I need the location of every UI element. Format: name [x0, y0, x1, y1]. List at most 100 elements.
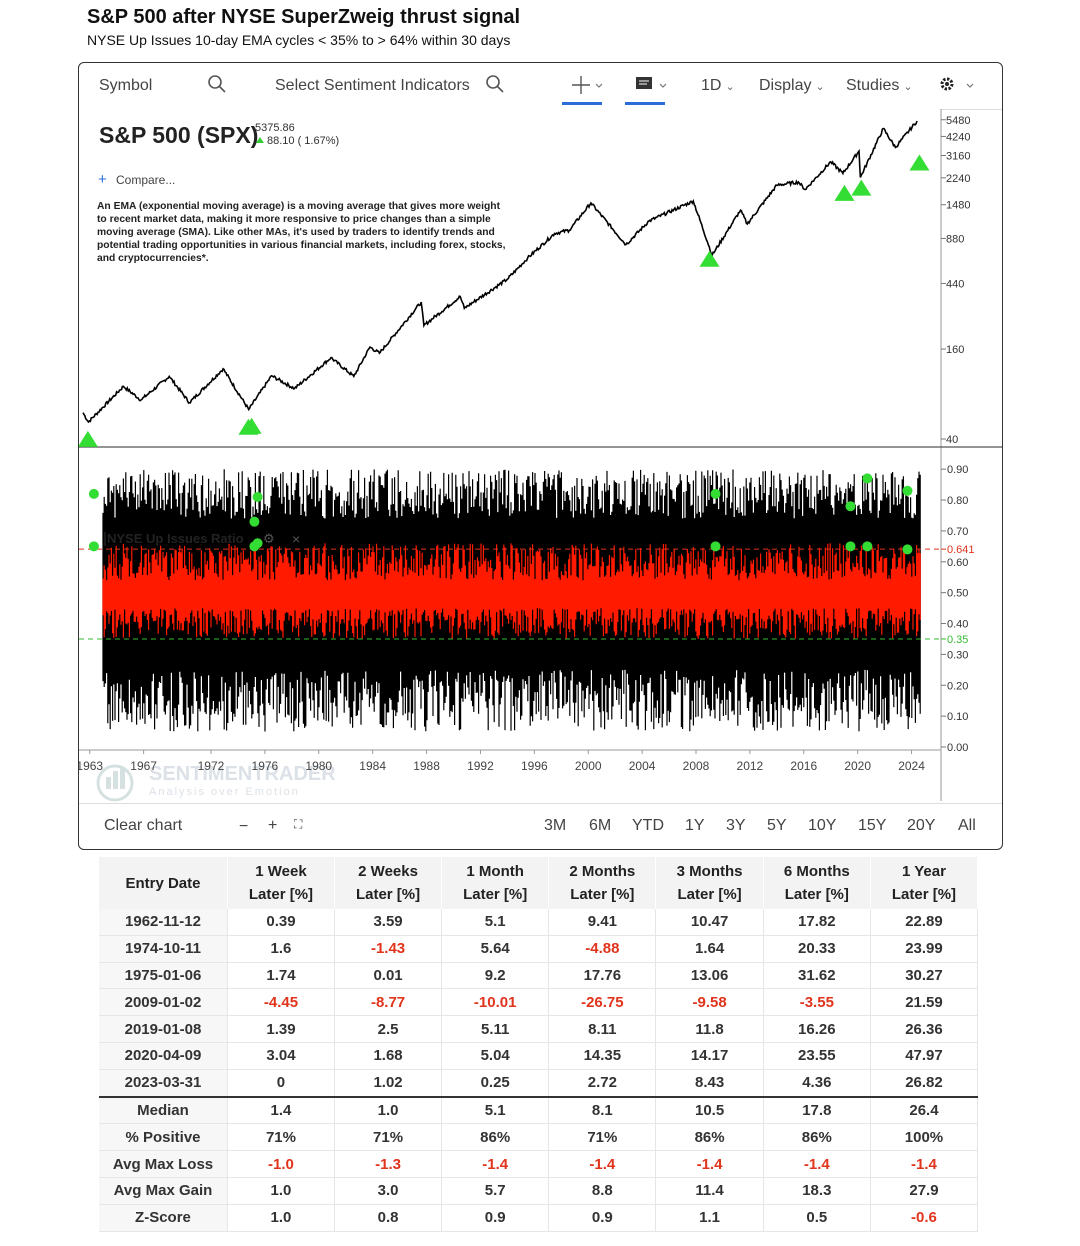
time-tick-label: 1976	[252, 759, 279, 773]
table-cell: 9.2	[441, 962, 550, 990]
chart-title: S&P 500 after NYSE SuperZweig thrust sig…	[87, 6, 521, 28]
crosshair-icon[interactable]	[571, 75, 605, 100]
row-label: 2020-04-09	[99, 1042, 228, 1070]
indicator-tick-label: 0.641	[947, 544, 975, 556]
range-button-3m[interactable]: 3M	[544, 817, 567, 834]
table-cell: -1.4	[655, 1150, 764, 1178]
indicator-tick-label: 0.00	[947, 742, 968, 754]
zoom-in-button[interactable]: +	[268, 817, 278, 834]
table-cell: 1.0	[227, 1204, 335, 1232]
range-button-all[interactable]: All	[958, 817, 976, 834]
indicator-ema-line	[102, 543, 921, 639]
time-axis: 1963 1967 1972 1976 1980 1984 1988 1992 1996 2000…	[79, 750, 925, 773]
indicator-tick-label: 0.10	[947, 711, 968, 723]
table-cell: 8.43	[655, 1069, 764, 1098]
table-cell: 26.4	[870, 1095, 979, 1125]
table-row: 2020-04-09 3.04 1.68 5.04 14.35 14.17 23.55 47.…	[99, 1042, 979, 1070]
range-button-3y[interactable]: 3Y	[726, 817, 746, 834]
signal-dot	[845, 541, 856, 552]
signal-dot	[252, 538, 263, 549]
table-cell: 86%	[763, 1123, 871, 1152]
table-row: 2009-01-02 -4.45 -8.77 -10.01 -26.75 -9.58 -3.…	[99, 988, 979, 1017]
display-dropdown[interactable]: Display ⌄	[759, 77, 825, 95]
signal-dot	[710, 488, 721, 499]
plus-icon[interactable]: +	[98, 171, 107, 188]
chevron-down-icon: ⌄	[725, 81, 735, 93]
chevron-down-icon: ⌄	[903, 81, 913, 93]
indicator-tick-label: 0.35	[947, 634, 968, 646]
signal-dot	[88, 488, 99, 499]
signal-dot	[902, 485, 913, 496]
table-cell: 23.55	[763, 1042, 871, 1070]
indicator-tick-label: 0.30	[947, 649, 968, 661]
column-header-line: Later [%]	[570, 886, 635, 903]
table-cell: 71%	[548, 1123, 657, 1152]
zoom-out-button[interactable]: −	[239, 818, 249, 835]
table-cell: 3.59	[334, 909, 443, 936]
row-label: 2023-03-31	[99, 1069, 228, 1098]
price-axis: 5480 4240 3160 2240 1480 880 440 160 40	[941, 115, 970, 446]
table-cell: 17.82	[763, 909, 871, 936]
price-change: 88.10 ( 1.67%)	[267, 135, 339, 147]
table-cell: -0.6	[870, 1204, 979, 1232]
range-button-ytd[interactable]: YTD	[632, 817, 664, 834]
results-table-body: 1962-11-12 0.39 3.59 5.1 9.41 10.47 17.82 22.89…	[99, 909, 979, 1232]
signal-triangle-icon	[909, 154, 930, 171]
column-header-line: 1 Year	[901, 863, 946, 880]
signal-dot	[88, 541, 99, 552]
column-header: 1 Year Later [%]	[870, 857, 979, 909]
signal-dot	[710, 541, 721, 552]
table-cell: 8.1	[548, 1095, 657, 1125]
indicator-settings-icon[interactable]: ⚙	[263, 531, 275, 546]
price-tick-label: 3160	[946, 151, 970, 163]
range-button-5y[interactable]: 5Y	[767, 817, 787, 834]
table-cell: 2.72	[548, 1069, 657, 1098]
column-header: 6 Months Later [%]	[763, 857, 871, 909]
studies-dropdown[interactable]: Studies ⌄	[846, 77, 913, 95]
search-icon[interactable]	[485, 74, 505, 99]
table-cell: 5.7	[441, 1177, 550, 1205]
column-header-line: 2 Months	[569, 863, 636, 880]
range-button-20y[interactable]: 20Y	[907, 817, 936, 834]
price-tick-label: 440	[946, 278, 964, 290]
indicator-tick-label: 0.70	[947, 526, 968, 538]
close-icon[interactable]: ×	[292, 531, 300, 547]
table-cell: 8.8	[548, 1177, 657, 1205]
column-header-line: Later [%]	[677, 886, 742, 903]
column-header: 1 Week Later [%]	[227, 857, 335, 909]
compare-link[interactable]: Compare...	[116, 173, 175, 187]
table-cell: 5.11	[441, 1015, 550, 1043]
table-cell: 11.8	[655, 1015, 764, 1043]
chevron-down-icon: ⌄	[815, 81, 825, 93]
column-header: 3 Months Later [%]	[655, 857, 764, 909]
summary-row: Median 1.4 1.0 5.1 8.1 10.5 17.8 26.4	[99, 1095, 979, 1125]
row-label: Median	[99, 1095, 228, 1125]
table-cell: -1.4	[548, 1150, 657, 1178]
range-button-1y[interactable]: 1Y	[685, 817, 705, 834]
chart-toolbar: Symbol Select Sentiment Indicators 1D ⌄ D…	[79, 63, 1002, 110]
bottom-bar: Clear chart − + ⛶ 3M 6M YTD 1Y 3Y 5Y 10Y 15Y 20Y…	[79, 803, 1002, 849]
annotation-icon[interactable]	[635, 75, 669, 100]
row-label: 1975-01-06	[99, 962, 228, 990]
symbol-input[interactable]: Symbol	[99, 77, 153, 94]
clear-chart-button[interactable]: Clear chart	[104, 817, 183, 834]
fullscreen-icon[interactable]: ⛶	[294, 817, 303, 831]
interval-dropdown[interactable]: 1D ⌄	[701, 77, 735, 95]
table-cell: -1.43	[334, 935, 443, 963]
table-cell: 1.39	[227, 1015, 335, 1043]
column-header-line: Later [%]	[248, 886, 314, 903]
search-icon[interactable]	[207, 74, 227, 99]
range-button-10y[interactable]: 10Y	[808, 817, 837, 834]
watermark-text: SENTIMENTRADER	[149, 763, 336, 785]
chart-area[interactable]: S&P 500 (SPX) 5375.86 88.10 ( 1.67%) + C…	[79, 109, 1002, 803]
table-cell: 0.8	[334, 1204, 443, 1232]
price-tick-label: 2240	[946, 173, 970, 185]
watermark: SENTIMENTRADER Analysis over Emotion	[96, 763, 336, 802]
range-button-15y[interactable]: 15Y	[858, 817, 887, 834]
range-button-6m[interactable]: 6M	[589, 817, 612, 834]
gear-icon[interactable]	[939, 76, 979, 99]
time-tick-label: 2008	[683, 759, 710, 773]
table-cell: 27.9	[870, 1177, 979, 1205]
sentiment-indicator-input[interactable]: Select Sentiment Indicators	[275, 77, 470, 94]
column-header-line: 1 Month	[466, 863, 524, 880]
